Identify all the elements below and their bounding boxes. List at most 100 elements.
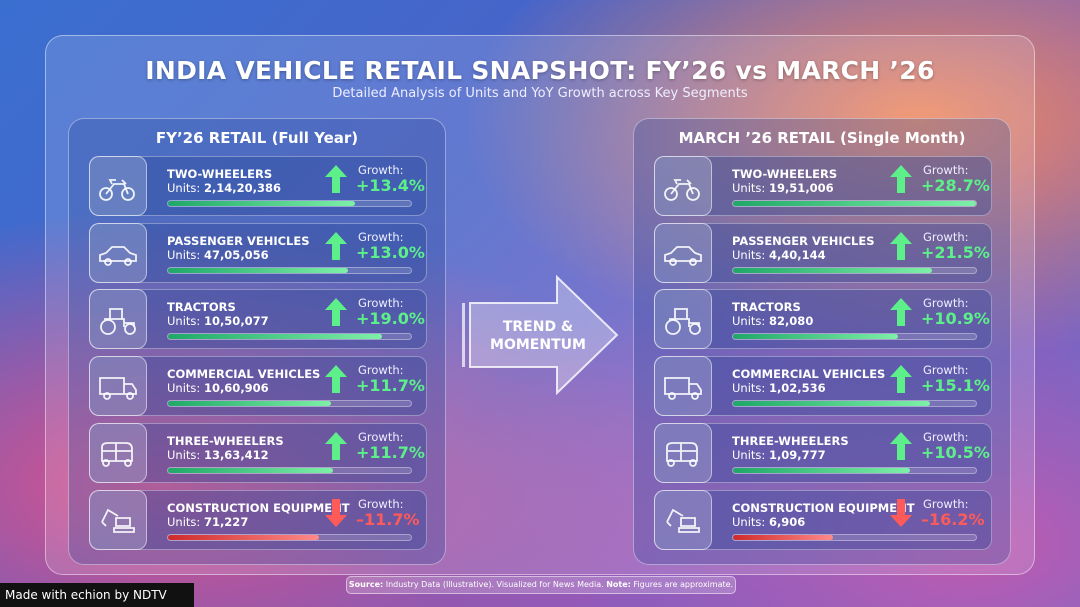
arrow-down-icon <box>890 498 912 527</box>
motorcycle-icon <box>654 156 712 216</box>
progress-fill <box>733 334 899 340</box>
growth-value: +10.5% <box>921 442 990 462</box>
arrow-up-icon <box>325 231 347 260</box>
progress-bar <box>732 266 977 274</box>
segment-row: CONSTRUCTION EQUIPMENT Units: 6,906 Grow… <box>654 489 992 550</box>
segment-units: Units: 19,51,006 <box>732 181 834 195</box>
growth-value: –11.7% <box>356 509 420 529</box>
arrow-up-icon <box>890 365 912 394</box>
segment-row: PASSENGER VEHICLES Units: 4,40,144 Growt… <box>654 222 992 283</box>
car-icon <box>89 222 147 283</box>
segment-units: Units: 82,080 <box>732 314 814 329</box>
segment-row: TRACTORS Units: 82,080 Growth: +10.9% <box>654 289 992 350</box>
page-title: INDIA VEHICLE RETAIL SNAPSHOT: FY’26 vs … <box>145 56 935 85</box>
segment-row: PASSENGER VEHICLES Units: 47,05,056 Grow… <box>89 222 427 283</box>
tractor-icon <box>89 289 147 350</box>
fy26-panel: FY’26 RETAIL (Full Year) TWO-WHEELERS Un… <box>68 118 446 565</box>
page-subtitle: Detailed Analysis of Units and YoY Growt… <box>332 86 748 101</box>
progress-bar <box>732 200 977 207</box>
progress-bar <box>732 466 977 474</box>
source-note: Source: Industry Data (Illustrative). Vi… <box>346 576 736 594</box>
growth-value: +19.0% <box>356 309 425 329</box>
segment-name: THREE-WHEELERS <box>732 433 849 448</box>
growth-label: Growth: <box>358 429 404 444</box>
made-with-badge[interactable]: Made with echion by NDTV <box>0 583 194 607</box>
progress-fill <box>733 534 833 540</box>
panel-title: FY’26 RETAIL (Full Year) <box>155 129 359 147</box>
segment-units: Units: 10,50,077 <box>167 314 269 329</box>
segment-units: Units: 10,60,906 <box>167 381 269 396</box>
progress-fill <box>168 467 334 473</box>
segment-units: Units: 13,63,412 <box>167 447 269 462</box>
progress-bar <box>167 200 412 207</box>
segment-row: TWO-WHEELERS Units: 2,14,20,386 Growth: … <box>89 156 427 216</box>
progress-fill <box>733 401 930 407</box>
progress-fill <box>168 401 331 407</box>
excavator-icon <box>89 489 147 550</box>
arrow-up-icon <box>890 298 912 327</box>
arrow-up-icon <box>890 231 912 260</box>
growth-label: Growth: <box>923 229 969 244</box>
progress-bar <box>732 533 977 541</box>
growth-label: Growth: <box>923 296 969 311</box>
growth-value: +11.7% <box>356 442 425 462</box>
segment-units: Units: 6,906 <box>732 514 806 529</box>
progress-fill <box>168 534 319 540</box>
growth-label: Growth: <box>358 363 404 378</box>
segment-name: TWO-WHEELERS <box>167 167 273 181</box>
arrow-up-icon <box>890 431 912 460</box>
progress-bar <box>167 400 412 408</box>
segment-name: PASSENGER VEHICLES <box>167 233 310 248</box>
segment-name: CONSTRUCTION EQUIPMENT <box>167 500 350 515</box>
progress-bar <box>167 466 412 474</box>
growth-value: +13.4% <box>356 176 425 195</box>
truck-icon <box>654 356 712 417</box>
growth-value: +21.5% <box>921 242 990 262</box>
segment-units: Units: 2,14,20,386 <box>167 181 282 195</box>
progress-bar <box>732 333 977 341</box>
segment-name: THREE-WHEELERS <box>167 433 284 448</box>
car-icon <box>654 222 712 283</box>
auto-rickshaw-icon <box>89 422 147 483</box>
growth-label: Growth: <box>358 229 404 244</box>
segment-name: TRACTORS <box>167 300 236 315</box>
segment-row: THREE-WHEELERS Units: 13,63,412 Growth: … <box>89 422 427 483</box>
segment-units: Units: 4,40,144 <box>732 247 826 262</box>
growth-value: +11.7% <box>356 376 425 396</box>
segment-name: CONSTRUCTION EQUIPMENT <box>732 500 915 515</box>
progress-bar <box>167 266 412 274</box>
growth-label: Growth: <box>923 429 969 444</box>
trend-label: TREND & MOMENTUM <box>490 319 586 353</box>
growth-value: +28.7% <box>921 176 990 195</box>
growth-label: Growth: <box>923 163 969 177</box>
segment-row: CONSTRUCTION EQUIPMENT Units: 71,227 Gro… <box>89 489 427 550</box>
arrow-up-icon <box>890 165 912 193</box>
march26-panel: MARCH ’26 RETAIL (Single Month) TWO-WHEE… <box>633 118 1011 565</box>
progress-fill <box>733 201 976 206</box>
growth-value: +15.1% <box>921 376 990 396</box>
progress-fill <box>733 267 933 273</box>
excavator-icon <box>654 489 712 550</box>
segment-units: Units: 1,02,536 <box>732 381 826 396</box>
progress-fill <box>168 201 356 206</box>
growth-label: Growth: <box>923 496 969 511</box>
segment-name: COMMERCIAL VEHICLES <box>732 367 886 382</box>
progress-fill <box>168 267 348 273</box>
tractor-icon <box>654 289 712 350</box>
trend-arrow-icon <box>462 275 619 395</box>
growth-value: +10.9% <box>921 309 990 329</box>
progress-bar <box>167 533 412 541</box>
growth-label: Growth: <box>358 163 404 177</box>
arrow-up-icon <box>325 365 347 394</box>
segment-name: COMMERCIAL VEHICLES <box>167 367 321 382</box>
arrow-up-icon <box>325 298 347 327</box>
segment-units: Units: 47,05,056 <box>167 247 269 262</box>
progress-bar <box>167 333 412 341</box>
segment-units: Units: 1,09,777 <box>732 447 826 462</box>
truck-icon <box>89 356 147 417</box>
growth-label: Growth: <box>358 496 404 511</box>
auto-rickshaw-icon <box>654 422 712 483</box>
segment-name: TWO-WHEELERS <box>732 167 838 181</box>
main-card <box>45 35 1035 575</box>
growth-label: Growth: <box>923 363 969 378</box>
